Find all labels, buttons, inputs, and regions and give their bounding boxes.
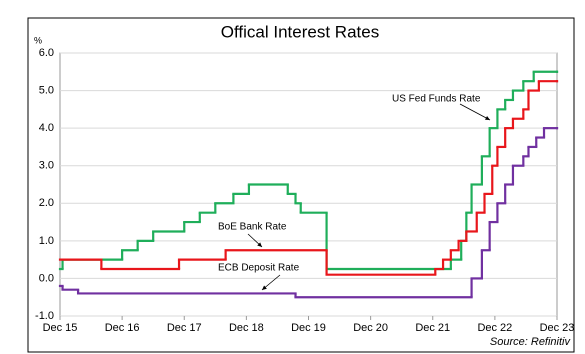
y-tick-label: 6.0 [39,47,54,59]
y-tick-label: 3.0 [39,160,54,172]
arrow-head [262,285,267,290]
x-tick-label: Dec 20 [353,322,388,334]
y-tick-label: 1.0 [39,235,54,247]
x-tick-label: Dec 16 [105,322,140,334]
y-tick-label: -1.0 [35,310,54,322]
x-tick-label: Dec 17 [167,322,202,334]
series-label: ECB Deposit Rate [218,263,300,274]
frame [27,17,575,353]
source: Source: Refinitiv [490,336,572,348]
x-tick-label: Dec 22 [477,322,512,334]
x-tick-label: Dec 21 [415,322,450,334]
arrow-head [485,115,490,120]
y-tick-label: 2.0 [39,197,54,209]
chart-title: Offical Interest Rates [221,22,379,41]
series-label: US Fed Funds Rate [392,94,481,105]
x-tick-label: Dec 19 [291,322,326,334]
x-tick-label: Dec 18 [229,322,264,334]
series-label: BoE Bank Rate [218,222,287,233]
label-arrow [459,103,491,121]
y-tick-label: 4.0 [39,122,54,134]
x-tick-label: Dec 23 [540,322,575,334]
x-tick-label: Dec 15 [43,322,78,334]
y-tick-label: 5.0 [39,84,54,96]
arrow-head [257,242,262,247]
y-tick-label: 0.0 [39,272,54,284]
y-axis-label: % [34,35,42,45]
